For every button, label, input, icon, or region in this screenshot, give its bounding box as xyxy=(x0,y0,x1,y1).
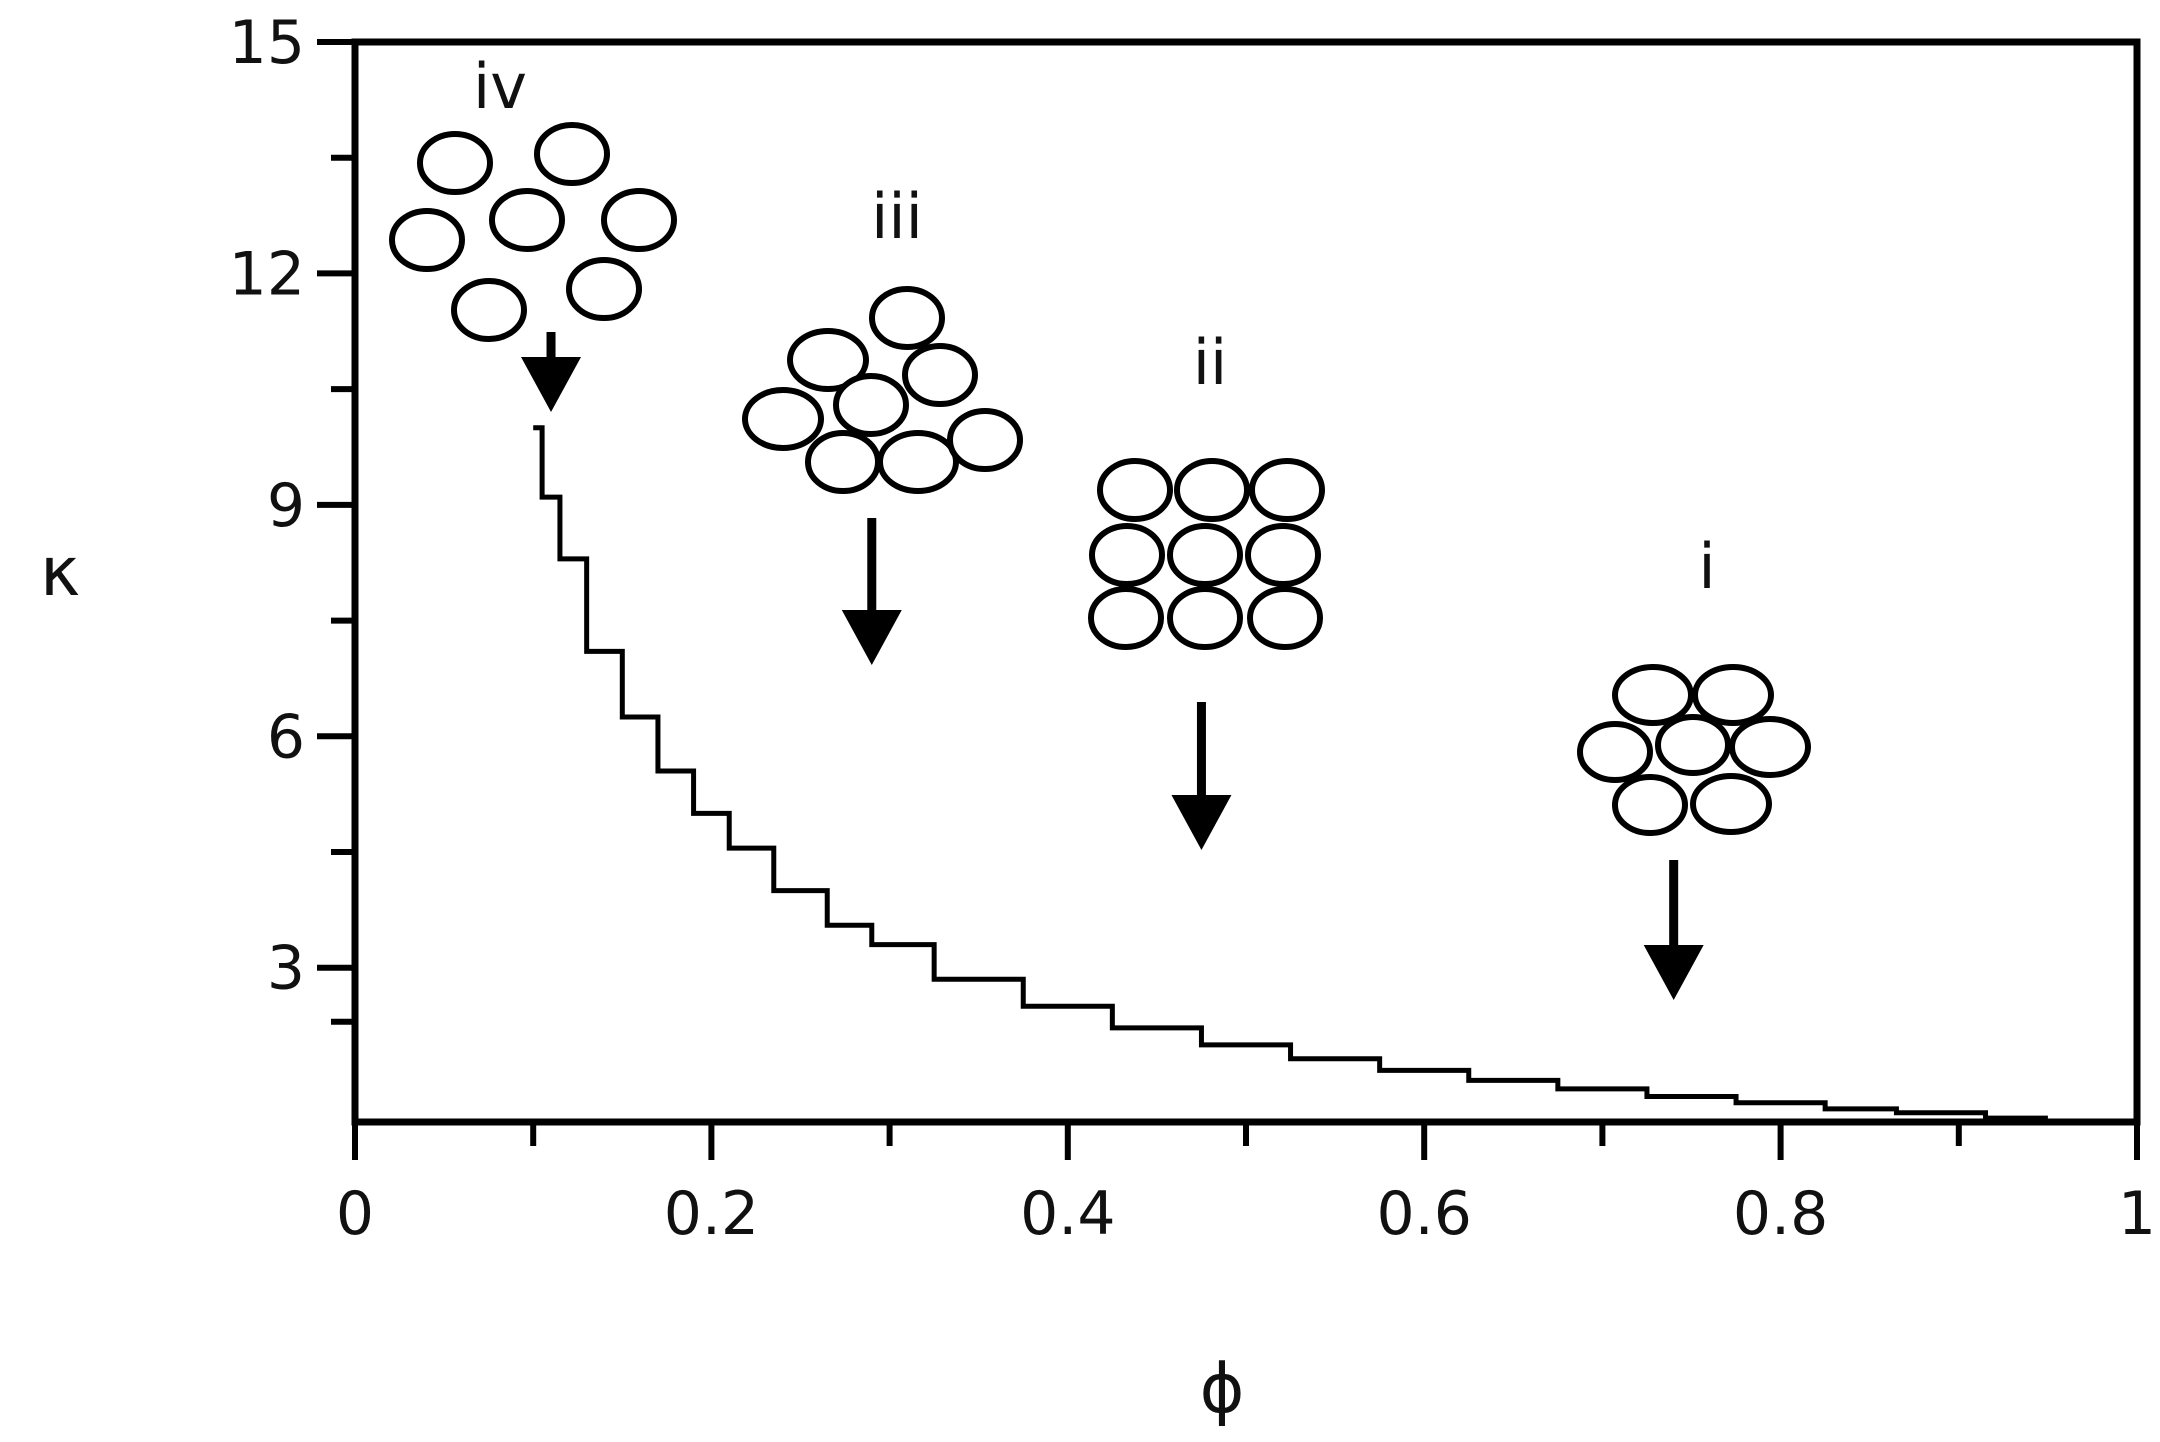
particle-circle xyxy=(833,373,909,437)
particle-circle xyxy=(869,286,945,350)
annotation-label-ii: ii xyxy=(1193,326,1227,399)
particle-circle xyxy=(902,343,978,407)
particle-circle xyxy=(1088,586,1164,650)
particle-circle xyxy=(1097,458,1173,522)
x-axis-label: ϕ xyxy=(1200,1350,1245,1429)
particle-circle xyxy=(1174,458,1250,522)
y-tick-label: 3 xyxy=(267,934,305,1004)
x-axis-ticks: 0 0.2 0.4 0.6 0.8 1 xyxy=(336,1122,2156,1249)
particle-circle xyxy=(489,188,565,252)
particle-circle xyxy=(1729,716,1811,778)
annotation-arrow xyxy=(1643,860,1704,1000)
annotation-arrow xyxy=(841,518,902,665)
y-axis-label: κ xyxy=(40,533,80,612)
x-tick-label: 0.8 xyxy=(1733,1179,1828,1249)
x-tick-label: 0.4 xyxy=(1020,1179,1115,1249)
particle-circle xyxy=(947,408,1023,472)
x-tick-label: 1 xyxy=(2118,1179,2156,1249)
y-tick-label: 15 xyxy=(229,8,305,78)
particle-circle xyxy=(1245,523,1321,587)
x-tick-label: 0 xyxy=(336,1179,374,1249)
annotation-arrow xyxy=(1171,702,1232,850)
x-tick-label: 0.6 xyxy=(1376,1179,1471,1249)
packing-diagram-iv xyxy=(389,122,677,342)
particle-circle xyxy=(877,430,959,494)
particle-circle xyxy=(742,387,824,451)
particle-circle xyxy=(1247,586,1323,650)
particle-circle xyxy=(805,430,881,494)
y-tick-label: 6 xyxy=(267,702,305,772)
particle-circle xyxy=(1692,664,1774,726)
arrow-head xyxy=(841,610,902,665)
packing-diagram-i xyxy=(1577,664,1811,836)
arrow-head xyxy=(1643,945,1704,1000)
particle-circle xyxy=(566,257,642,321)
arrow-head xyxy=(1171,795,1232,850)
arrow-head xyxy=(521,357,582,412)
particle-circle xyxy=(1690,773,1772,835)
annotation-label-iii: iii xyxy=(871,180,923,253)
particle-circle xyxy=(601,188,677,252)
series-layer xyxy=(533,425,2048,1121)
particle-circle xyxy=(1167,586,1243,650)
annotation-label-iv: iv xyxy=(473,50,527,123)
series-line xyxy=(533,425,2048,1121)
y-tick-label: 9 xyxy=(267,471,305,541)
y-axis-ticks: 3 6 9 12 15 xyxy=(229,8,355,1025)
packing-diagram-ii xyxy=(1088,458,1325,650)
particle-circle xyxy=(1655,714,1731,776)
particle-circle xyxy=(451,278,527,342)
particle-circle xyxy=(1612,774,1688,836)
particle-circle xyxy=(1089,523,1165,587)
x-tick-label: 0.2 xyxy=(664,1179,759,1249)
particle-circle xyxy=(1577,721,1653,783)
arrows-layer xyxy=(521,332,1704,1000)
particle-circle xyxy=(1612,664,1694,726)
particle-circle xyxy=(389,208,465,272)
particle-circle xyxy=(1167,523,1243,587)
particle-circle xyxy=(417,131,493,195)
particle-circle xyxy=(1249,458,1325,522)
annotation-arrow xyxy=(521,332,582,412)
particle-circle xyxy=(787,328,869,392)
annotation-label-i: i xyxy=(1698,530,1715,603)
packing-diagram-iii xyxy=(742,286,1023,494)
y-tick-label: 12 xyxy=(229,239,305,309)
particle-circle xyxy=(534,122,610,186)
